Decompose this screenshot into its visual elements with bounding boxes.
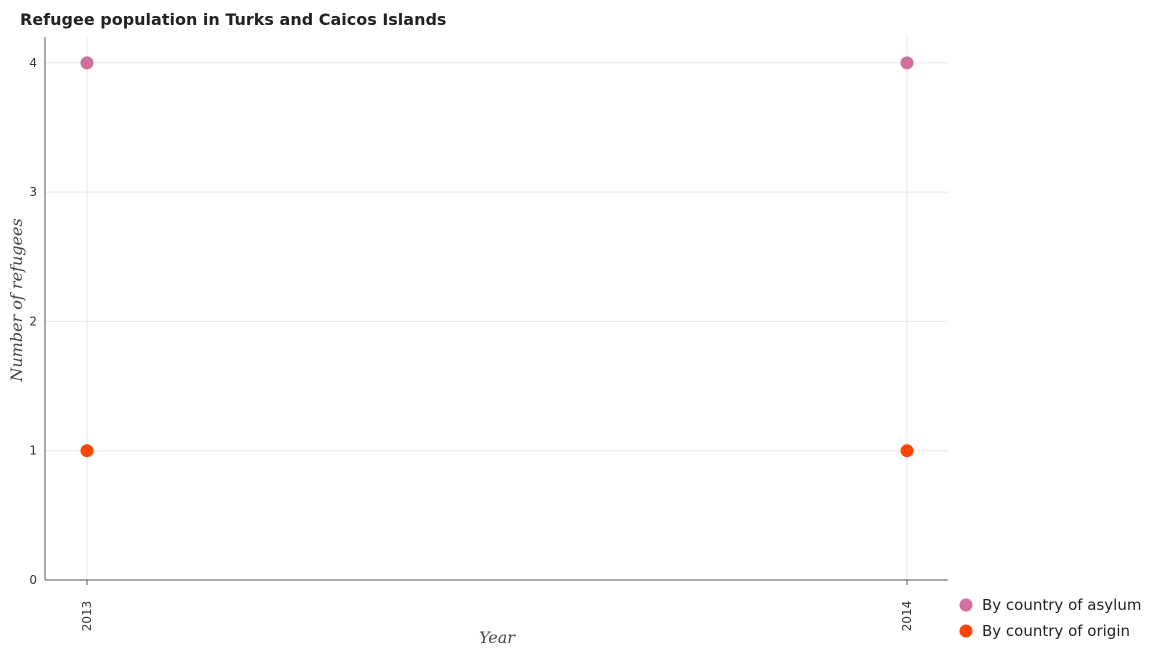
- x-axis-label: Year: [479, 628, 516, 647]
- x-tick-label-1: 2014: [900, 601, 914, 632]
- y-tick-label-2: 2: [29, 314, 37, 328]
- y-axis-label: Number of refugees: [7, 218, 26, 382]
- point-origin-2014: [900, 444, 914, 458]
- point-origin-2013: [80, 444, 94, 458]
- y-tick-label-1: 1: [29, 444, 37, 458]
- y-tick-label-3: 3: [29, 185, 37, 199]
- grid: [45, 37, 948, 581]
- legend-label-0: By country of asylum: [982, 596, 1141, 614]
- legend: By country of asylum By country of origin: [959, 596, 1141, 640]
- y-tick-label-0: 0: [29, 573, 37, 587]
- x-tick-label-0: 2013: [80, 601, 94, 632]
- legend-marker-0: [959, 598, 973, 612]
- point-asylum-2013: [80, 56, 94, 70]
- data-points: [80, 56, 914, 458]
- y-tick-label-4: 4: [29, 56, 37, 70]
- point-asylum-2014: [900, 56, 914, 70]
- legend-label-1: By country of origin: [982, 622, 1130, 640]
- legend-marker-1: [959, 624, 973, 638]
- tick-labels: 0 1 2 3 4 2013 2014: [29, 56, 914, 631]
- chart-title: Refugee population in Turks and Caicos I…: [20, 10, 446, 29]
- axes: [44, 37, 948, 585]
